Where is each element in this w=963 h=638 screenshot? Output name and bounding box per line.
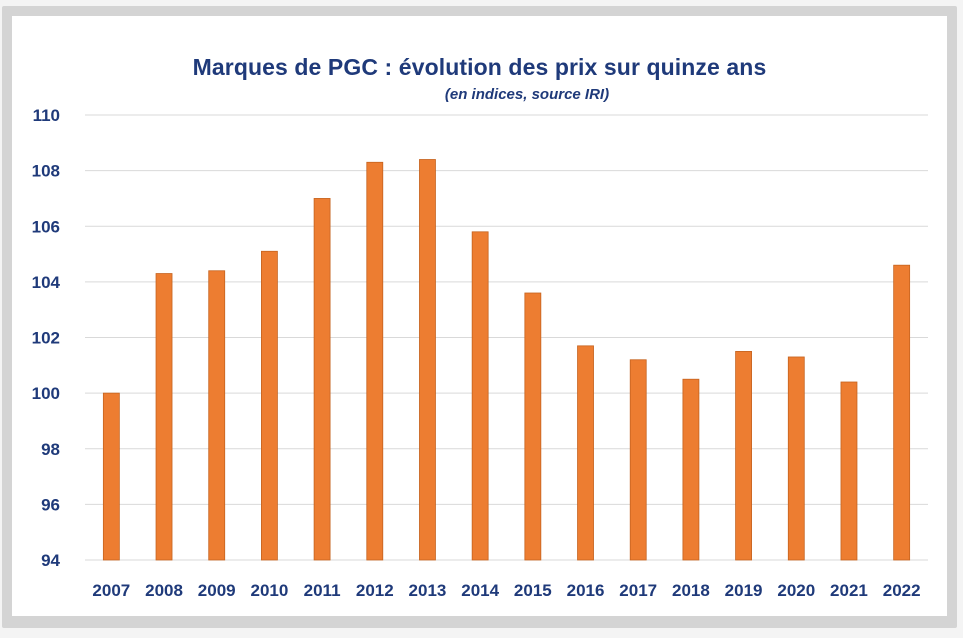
x-tick-label: 2015 [514,581,552,600]
bar-2016 [577,345,594,561]
bar-2020 [787,356,805,561]
bar-2015 [524,292,542,561]
x-tick-label: 2010 [250,581,288,600]
y-tick-label: 106 [32,217,60,236]
x-tick-label: 2014 [461,581,499,600]
bar-2007 [102,392,120,561]
y-tick-label: 108 [32,162,60,181]
bar-2009 [208,270,226,561]
x-tick-label: 2019 [725,581,763,600]
chart-subtitle: (en indices, source IRI) [444,86,610,103]
bar-2022 [893,264,911,561]
x-tick-label: 2013 [409,581,447,600]
bar-2008 [155,273,173,561]
chart-title: Marques de PGC : évolution des prix sur … [192,54,767,80]
x-tick-label: 2016 [567,581,605,600]
bar-2018 [682,378,700,561]
x-tick-label: 2022 [883,581,921,600]
x-tick-label: 2021 [830,581,868,600]
x-tick-label: 2018 [672,581,710,600]
bar-2011 [313,198,331,561]
y-tick-label: 110 [33,106,60,125]
y-tick-label: 98 [41,440,60,459]
x-tick-label: 2007 [92,581,130,600]
x-tick-label: 2008 [145,581,183,600]
x-tick-label: 2017 [619,581,657,600]
x-tick-label: 2012 [356,581,394,600]
x-tick-label: 2009 [198,581,236,600]
y-tick-label: 104 [32,273,61,292]
bar-2012 [366,161,384,561]
y-tick-label: 102 [32,329,60,348]
bar-2021 [840,381,858,561]
y-tick-label: 100 [32,384,60,403]
x-tick-label: 2020 [777,581,815,600]
bar-2019 [735,351,752,561]
x-tick-label: 2011 [304,581,341,600]
y-tick-label: 94 [41,551,60,570]
y-tick-label: 96 [41,495,60,514]
bar-2017 [629,359,647,561]
bar-2010 [261,250,278,561]
bar-2013 [419,159,436,561]
bar-2014 [471,231,489,561]
